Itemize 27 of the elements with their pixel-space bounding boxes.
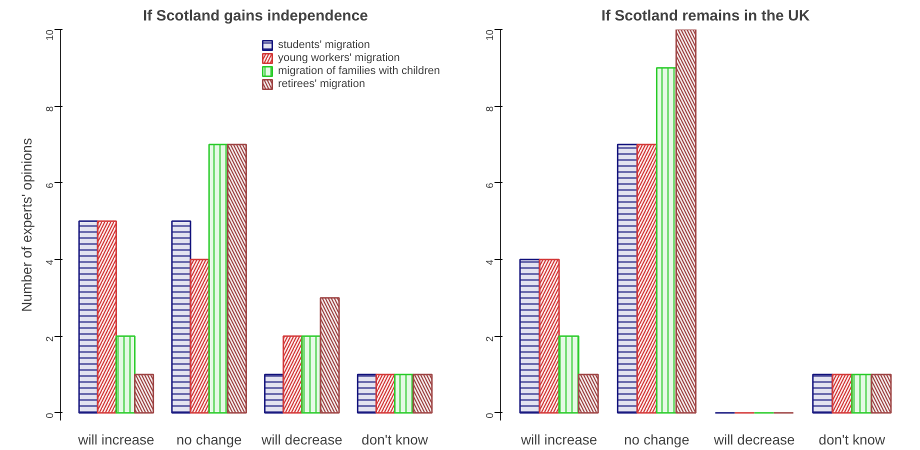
y-tick-label: 8	[485, 106, 496, 112]
y-tick-label: 2	[485, 336, 496, 342]
x-tick-label: don't know	[362, 432, 429, 448]
x-tick-label: will increase	[77, 432, 155, 448]
chart-title: If Scotland remains in the UK	[601, 8, 810, 24]
legend-label: young workers' migration	[278, 52, 400, 64]
y-axis-title: Number of experts' opinions	[18, 138, 34, 312]
y-tick-label: 2	[45, 336, 56, 342]
legend-label: retirees' migration	[278, 78, 366, 90]
y-tick-label: 6	[45, 182, 56, 188]
legend-label: migration of families with children	[278, 65, 440, 77]
x-tick-label: will decrease	[712, 432, 795, 448]
x-tick-label: will decrease	[260, 432, 343, 448]
y-tick-label: 8	[45, 106, 56, 112]
x-tick-label: no change	[176, 432, 242, 448]
y-tick-label: 4	[45, 259, 56, 266]
y-tick-label: 6	[485, 182, 496, 188]
y-tick-label: 0	[45, 412, 56, 418]
x-tick-label: will increase	[520, 432, 598, 448]
x-tick-label: no change	[624, 432, 690, 448]
y-tick-label: 4	[485, 259, 496, 266]
y-tick-label: 10	[485, 29, 496, 41]
y-tick-label: 10	[45, 29, 56, 41]
legend-label: students' migration	[278, 39, 370, 51]
chart-title: If Scotland gains independence	[142, 8, 368, 24]
y-tick-label: 0	[485, 412, 496, 418]
x-tick-label: don't know	[818, 432, 886, 448]
